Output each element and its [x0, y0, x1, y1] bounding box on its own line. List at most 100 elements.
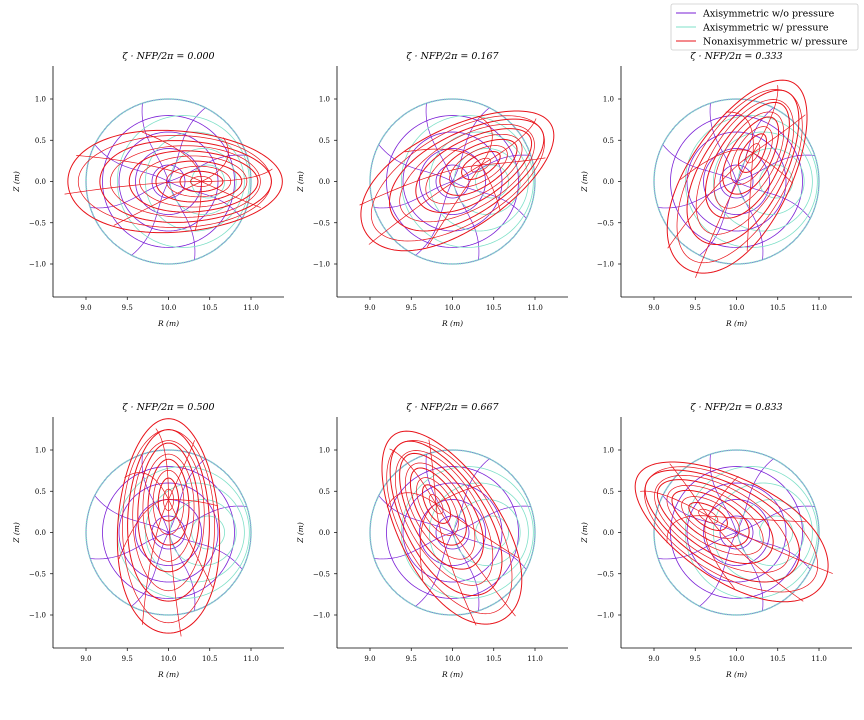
y-axis-label-1: Z (m) — [296, 171, 305, 193]
axisym-wo-surface-3 — [102, 115, 235, 248]
nonaxisym-spoke-1 — [666, 515, 708, 544]
panel-title-1: ζ · NFP/2π = 0.167 — [406, 51, 499, 62]
x-tick-label-4-2: 10.0 — [445, 655, 461, 663]
nonaxisym-surface-3 — [99, 140, 272, 223]
axisym-wo-spoke-4 — [658, 532, 737, 560]
x-tick-label-2-0: 9.0 — [648, 304, 659, 312]
x-tick-label-0-0: 9.0 — [80, 304, 91, 312]
x-tick-label-4-1: 9.5 — [406, 655, 417, 663]
nonaxisym-surface-0 — [738, 133, 767, 173]
x-axis-label-5: R (m) — [725, 670, 747, 679]
x-tick-label-5-3: 10.5 — [770, 655, 786, 663]
axisym-w-surface-2 — [428, 131, 529, 232]
y-tick-label-5-3: −0.5 — [597, 570, 614, 578]
nonaxisym-spoke-6 — [707, 476, 739, 517]
y-tick-label-0-1: 0.5 — [35, 137, 46, 145]
axisym-wo-surface-3 — [670, 115, 803, 248]
nonaxisym-spoke-0 — [201, 168, 273, 182]
nonaxisym-surface-0 — [688, 502, 728, 531]
axisym-wo-spoke-5 — [131, 532, 169, 607]
y-tick-label-2-0: 1.0 — [603, 96, 614, 104]
nonaxisym-mid-surface-2 — [139, 155, 248, 208]
panel-title-4: ζ · NFP/2π = 0.667 — [406, 402, 499, 413]
x-tick-label-1-1: 9.5 — [406, 304, 417, 312]
nonaxisym-surface-0 — [461, 151, 501, 180]
axisym-wo-spoke-5 — [415, 532, 453, 607]
axisym-wo-spoke-1 — [168, 458, 206, 533]
axisym-wo-spoke-3 — [94, 144, 169, 182]
axisym-wo-surface-3 — [386, 466, 519, 599]
y-tick-label-0-2: 0.0 — [35, 178, 46, 186]
legend-label-axisym-w: Axisymmetric w/ pressure — [702, 23, 829, 34]
axisym-w-surface-1 — [169, 499, 237, 566]
x-tick-label-4-3: 10.5 — [486, 655, 502, 663]
nonaxisym-spoke-5 — [113, 181, 202, 226]
axisym-wo-spoke-6 — [452, 532, 480, 611]
nonaxisym-surface-4 — [67, 129, 283, 234]
nonaxisym-spoke-2 — [419, 503, 437, 581]
axisym-wo-spoke-3 — [94, 495, 169, 533]
axisym-wo-spoke-5 — [415, 181, 453, 256]
nonaxisym-surface-3 — [686, 89, 800, 245]
y-tick-label-2-3: −0.5 — [597, 219, 614, 227]
nonaxisym-mid-surface-2 — [404, 462, 476, 560]
axisym-wo-spoke-3 — [378, 144, 453, 182]
y-tick-label-3-2: 0.0 — [35, 529, 46, 537]
nonaxisym-surface-2 — [128, 150, 259, 213]
x-tick-label-2-4: 11.0 — [811, 304, 827, 312]
y-tick-label-2-1: 0.5 — [603, 137, 614, 145]
nonaxisym-mid-surface-4 — [122, 429, 215, 624]
nonaxisym-surface-1 — [155, 160, 243, 203]
panel-3: 9.0 9.5 10.0 10.5 11.0 1.0 0.5 0.0 −0.5 −1.0 R (m)… — [12, 402, 284, 679]
nonaxisym-spoke-1 — [725, 111, 754, 153]
axisym-wo-surface-4 — [653, 449, 820, 616]
nonaxisym-mid-surface-2 — [713, 111, 785, 209]
nonaxisym-spoke-5 — [746, 152, 754, 251]
axisym-wo-surface-1 — [703, 499, 770, 566]
nonaxisym-mid-surface-1 — [681, 496, 740, 539]
y-tick-label-2-2: 0.0 — [603, 178, 614, 186]
nonaxisym-spoke-3 — [76, 155, 202, 182]
axisym-w-surface-3 — [400, 115, 534, 248]
legend: Axisymmetric w/o pressure Axisymmetric w… — [670, 3, 859, 51]
nonaxisym-spoke-4 — [435, 503, 516, 617]
nonaxisym-spoke-7 — [201, 181, 261, 208]
y-tick-label-1-0: 1.0 — [319, 96, 330, 104]
nonaxisym-mid-surface-3 — [654, 474, 790, 574]
x-tick-label-3-3: 10.5 — [202, 655, 218, 663]
panel-title-3: ζ · NFP/2π = 0.500 — [122, 402, 214, 413]
nonaxisym-surface-3 — [644, 469, 800, 583]
axisym-wo-surface-3 — [386, 115, 519, 248]
nonaxisym-mid-surface-2 — [666, 484, 764, 556]
y-tick-label-3-3: −0.5 — [29, 570, 46, 578]
nonaxisym-spoke-3 — [359, 164, 482, 206]
panel-5: 9.0 9.5 10.0 10.5 11.0 1.0 0.5 0.0 −0.5 −1.0 R (m)… — [580, 402, 852, 679]
nonaxisym-spoke-7 — [168, 440, 195, 500]
nonaxisym-spoke-6 — [480, 164, 501, 212]
axisym-wo-surface-3 — [670, 466, 803, 599]
nonaxisym-spoke-2 — [704, 515, 735, 589]
nonaxisym-surface-0 — [157, 477, 180, 522]
y-tick-label-4-2: 0.0 — [319, 529, 330, 537]
nonaxisym-surface-4 — [116, 418, 221, 634]
nonaxisym-surface-2 — [137, 442, 200, 573]
axisym-wo-surface-1 — [135, 148, 202, 215]
axisym-wo-spoke-4 — [90, 181, 169, 209]
x-tick-label-3-2: 10.0 — [161, 655, 177, 663]
x-axis-label-3: R (m) — [157, 670, 179, 679]
nonaxisym-surface-2 — [399, 452, 485, 570]
x-axis-label-4: R (m) — [441, 670, 463, 679]
nonaxisym-spoke-0 — [752, 85, 779, 154]
nonaxisym-mid-surface-4 — [77, 135, 272, 228]
nonaxisym-spoke-3 — [435, 503, 477, 626]
axisym-w-surface-3 — [684, 115, 818, 248]
axisym-wo-spoke-0 — [168, 505, 247, 533]
nonaxisym-surface-1 — [147, 458, 190, 546]
y-tick-label-4-0: 1.0 — [319, 447, 330, 455]
nonaxisym-surface-3 — [389, 440, 503, 596]
panel-4: 9.0 9.5 10.0 10.5 11.0 1.0 0.5 0.0 −0.5 −1.0 R (m)… — [296, 402, 568, 679]
nonaxisym-surface-2 — [415, 128, 533, 214]
nonaxisym-mid-surface-3 — [394, 450, 494, 586]
y-tick-label-1-3: −0.5 — [313, 219, 330, 227]
